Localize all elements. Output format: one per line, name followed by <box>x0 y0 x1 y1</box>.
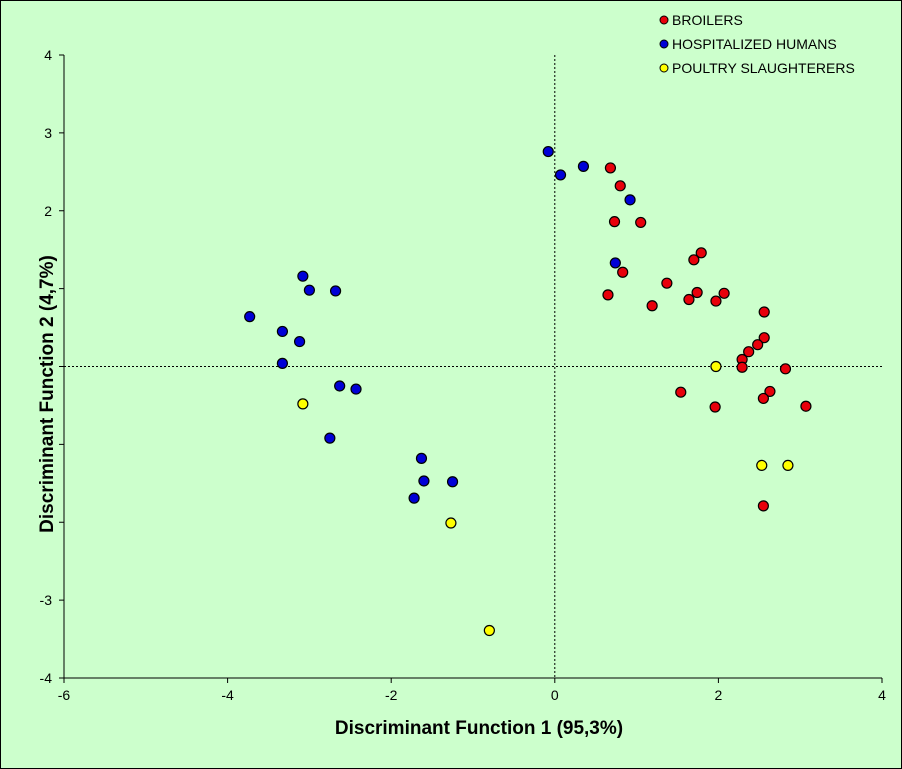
x-tick-label: -6 <box>58 687 71 703</box>
poultry-slaughterers-point <box>483 624 495 637</box>
x-tick-label: 2 <box>715 687 723 703</box>
hospitalized-humans-point <box>415 452 428 464</box>
legend-label: POULTRY SLAUGHTERERS <box>672 60 855 76</box>
broilers-point <box>800 400 812 412</box>
broilers-point <box>758 332 770 344</box>
legend-marker <box>659 39 669 49</box>
hospitalized-humans-point <box>577 160 590 172</box>
y-tick-label: 4 <box>44 47 52 63</box>
hospitalized-humans-point <box>554 169 567 181</box>
y-tick-label: -3 <box>40 592 53 608</box>
broilers-point <box>602 289 614 301</box>
legend-marker <box>659 15 669 25</box>
broilers-point <box>709 401 721 413</box>
poultry-slaughterers-point <box>756 459 768 472</box>
broilers-point <box>758 306 770 318</box>
hospitalized-humans-point <box>244 311 256 323</box>
broilers-point <box>757 392 769 405</box>
legend: BROILERS HOSPITALIZED HUMANS POULTRY SLAUG… <box>659 12 855 76</box>
hospitalized-humans-point <box>624 194 636 206</box>
hospitalized-humans-point <box>334 380 346 392</box>
hospitalized-humans-point <box>303 284 315 296</box>
broilers-point <box>752 339 764 351</box>
broilers-point <box>675 386 687 398</box>
broilers-point <box>779 363 792 375</box>
hospitalized-humans-point <box>297 270 309 282</box>
poultry-slaughterers-point <box>710 360 722 373</box>
broilers-point <box>608 216 621 228</box>
broilers-point <box>736 361 748 373</box>
data-points <box>244 145 812 637</box>
broilers-point <box>635 216 647 229</box>
poultry-slaughterers-point <box>782 459 794 472</box>
hospitalized-humans-point <box>408 492 420 504</box>
tick-labels: -6 -4 -2 0 2 4 -4 -3 2 3 4 <box>40 47 887 703</box>
broilers-point <box>757 500 769 512</box>
legend-label: HOSPITALIZED HUMANS <box>672 36 837 52</box>
legend-marker <box>659 63 669 73</box>
broilers-point <box>683 293 695 306</box>
broilers-point <box>764 385 776 398</box>
hospitalized-humans-point <box>324 432 336 444</box>
hospitalized-humans-point <box>446 476 459 488</box>
broilers-point <box>646 300 658 312</box>
y-tick-label: 3 <box>44 125 52 141</box>
broilers-point <box>710 295 722 307</box>
y-tick-label: 2 <box>44 203 52 219</box>
x-tick-label: -2 <box>385 687 398 703</box>
y-tick-label: -4 <box>40 670 53 686</box>
x-tick-label: -4 <box>221 687 234 703</box>
hospitalized-humans-point <box>293 335 306 348</box>
broilers-point <box>695 247 707 259</box>
hospitalized-humans-point <box>542 145 554 158</box>
hospitalized-humans-point <box>609 257 621 269</box>
broilers-point <box>691 286 703 299</box>
broilers-point <box>688 254 700 266</box>
poultry-slaughterers-point <box>445 517 457 529</box>
broilers-point <box>614 180 626 192</box>
x-axis-title: Discriminant Function 1 (95,3%) <box>335 718 623 739</box>
hospitalized-humans-point <box>276 325 289 338</box>
broilers-point <box>604 162 617 174</box>
broilers-point <box>718 287 730 299</box>
broilers-point <box>743 346 755 358</box>
broilers-point <box>617 266 629 278</box>
x-tick-label: 0 <box>551 687 559 703</box>
hospitalized-humans-point <box>418 475 430 487</box>
broilers-point <box>661 277 673 289</box>
legend-label: BROILERS <box>672 12 743 28</box>
reference-lines <box>64 55 882 678</box>
hospitalized-humans-point <box>276 357 289 369</box>
hospitalized-humans-point <box>350 383 362 395</box>
x-tick-label: 4 <box>878 687 886 703</box>
hospitalized-humans-point <box>329 285 342 297</box>
poultry-slaughterers-point <box>297 398 309 410</box>
y-axis-title: Discriminant Function 2 (4,7%) <box>37 255 58 533</box>
